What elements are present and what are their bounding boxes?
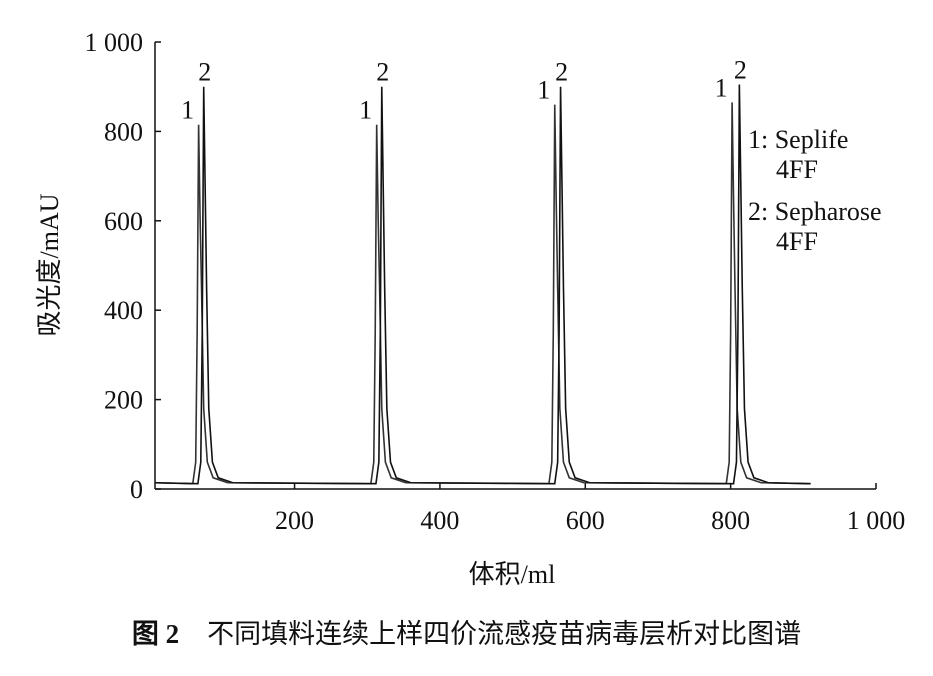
peak-label: 1 <box>537 76 550 105</box>
x-tick-label: 600 <box>566 506 605 535</box>
caption: 图 2 不同填料连续上样四价流感疫苗病毒层析对比图谱 <box>0 612 933 651</box>
legend-entry: 2: Sepharose 4FF <box>748 197 882 256</box>
y-tick-label: 0 <box>130 475 143 504</box>
y-tick-label: 600 <box>104 207 143 236</box>
y-tick-label: 800 <box>104 117 143 146</box>
series-line <box>154 84 811 485</box>
peak-label: 1 <box>715 73 728 102</box>
caption-text: 不同填料连续上样四价流感疫苗病毒层析对比图谱 <box>207 619 802 649</box>
legend-entry: 1: Seplife 4FF <box>748 125 849 184</box>
peak-label: 1 <box>181 96 194 125</box>
peak-label: 2 <box>555 58 568 87</box>
peak-label: 1 <box>359 96 372 125</box>
peak-label: 2 <box>198 58 211 87</box>
series-line <box>154 102 811 485</box>
y-tick-label: 200 <box>104 386 143 415</box>
x-axis-label: 体积/ml <box>469 560 556 589</box>
chart: 体积/ml 吸光度/mAU 200 400 600 800 1 000 0 200 400 60… <box>35 28 906 589</box>
peak-label: 2 <box>376 58 389 87</box>
y-tick-label: 1 000 <box>85 28 144 57</box>
legend: 1: Seplife 4FF 2: Sepharose 4FF <box>748 125 883 269</box>
x-tick-label: 800 <box>711 506 750 535</box>
x-tick-label: 1 000 <box>847 506 906 535</box>
peak-label: 2 <box>734 55 747 84</box>
x-tick-label: 200 <box>275 506 314 535</box>
y-tick-label: 400 <box>104 296 143 325</box>
figure-label: 图 2 <box>131 619 180 649</box>
x-tick-label: 400 <box>420 506 459 535</box>
y-axis-label: 吸光度/mAU <box>35 193 64 336</box>
